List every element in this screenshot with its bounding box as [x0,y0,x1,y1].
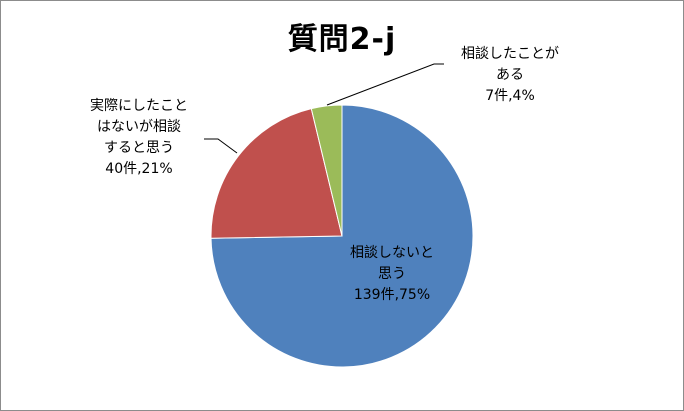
slice-label-line: ある [496,67,524,83]
slice-label-line: すると思う [104,140,174,156]
leader-line-have-consulted [326,63,444,106]
slice-label-line: 思う [378,266,406,282]
slice-would-consult [210,108,343,239]
slice-value-label: 40件,21% [105,161,173,177]
slice-label-have-consulted: 相談したことが ある 7件,4% [440,44,580,107]
slice-value-label: 7件,4% [485,88,535,104]
slice-label-line: 相談したことが [461,46,559,62]
slice-value-label: 139件,75% [353,287,431,303]
slice-no-consult [210,104,474,368]
slice-have-consulted [310,104,343,237]
slice-label-line: 実際にしたこと [90,98,188,114]
leader-line-would-consult [204,138,238,154]
slice-label-line: 相談しないと [350,245,434,261]
slice-label-would-consult: 実際にしたこと はないが相談 すると思う 40件,21% [74,96,204,180]
slice-label-line: はないが相談 [97,119,181,135]
chart-title: 質問2-j [287,22,397,57]
slice-label-no-consult: 相談しないと 思う 139件,75% [330,243,454,306]
